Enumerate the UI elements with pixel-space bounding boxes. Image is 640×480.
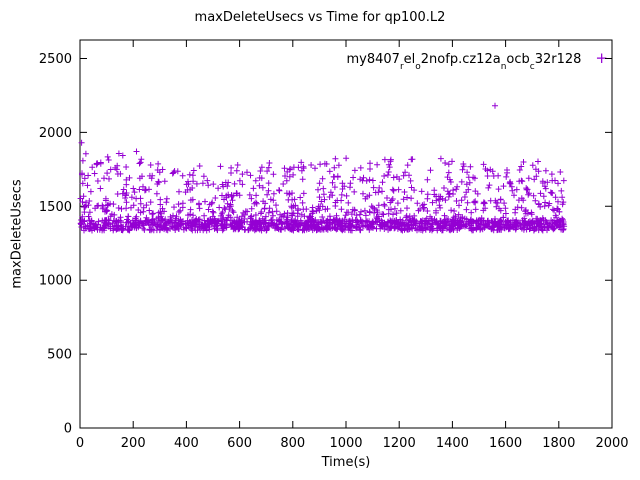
scatter-points: [77, 102, 568, 234]
legend-subscript: n: [500, 61, 507, 72]
y-tick-label: 0: [64, 422, 72, 437]
y-tick-label: 500: [47, 348, 72, 363]
x-axis-label: Time(s): [321, 455, 371, 470]
legend-text: 32r128: [534, 52, 582, 67]
chart-title: maxDeleteUsecs vs Time for qp100.L2: [194, 10, 446, 25]
legend-text: my8407: [346, 52, 400, 67]
legend-series-label: my8407relo2nofp.cz12anocbc32r128: [346, 52, 582, 71]
x-tick-label: 1600: [489, 436, 522, 451]
y-tick-label: 2500: [39, 52, 72, 67]
legend-text: el: [403, 52, 416, 67]
axis-border: [79, 39, 613, 429]
x-tick-label: 1400: [436, 436, 469, 451]
legend-subscript: o: [415, 61, 421, 72]
x-tick-label: 800: [280, 436, 305, 451]
y-tick-label: 1000: [39, 274, 72, 289]
legend-subscript: r: [399, 61, 404, 72]
x-tick-label: 1200: [383, 436, 416, 451]
legend-text: 2nofp.cz12a: [420, 52, 501, 67]
x-tick-label: 1800: [542, 436, 575, 451]
y-tick-label: 2000: [39, 126, 72, 141]
x-tick-label: 400: [174, 436, 199, 451]
legend: my8407relo2nofp.cz12anocbc32r128 +: [346, 49, 608, 71]
x-tick-label: 2000: [595, 436, 628, 451]
x-tick-label: 600: [227, 436, 252, 451]
y-tick-label: 1500: [39, 200, 72, 215]
legend-subscript: c: [529, 61, 535, 72]
legend-text: ocb: [506, 52, 530, 67]
x-tick-label: 200: [121, 436, 146, 451]
x-tick-label: 0: [76, 436, 84, 451]
x-tick-label: 1000: [329, 436, 362, 451]
plus-marker-icon: +: [595, 49, 608, 67]
